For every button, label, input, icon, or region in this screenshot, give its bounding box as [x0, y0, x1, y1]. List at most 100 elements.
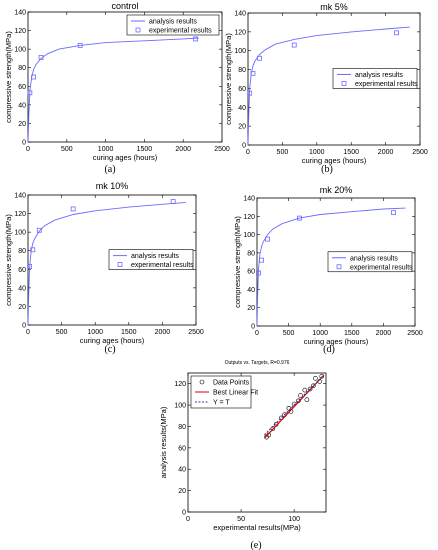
- x-tick-label: 1500: [137, 146, 153, 153]
- y-tick-label: 20: [178, 488, 186, 495]
- x-tick-label: 2000: [155, 329, 171, 336]
- x-tick-label: 1000: [309, 149, 325, 156]
- x-tick-label: 2000: [378, 149, 394, 156]
- y-tick-label: 140: [234, 11, 246, 18]
- y-tick-label: 80: [247, 250, 255, 257]
- data-point: [77, 43, 83, 48]
- x-axis-label: curing ages (hours): [304, 337, 369, 346]
- data-point: [291, 42, 297, 48]
- x-tick-label: 0: [246, 149, 250, 156]
- x-tick-label: 1500: [344, 330, 360, 337]
- data-point: [304, 397, 310, 403]
- legend-entry: experimental results: [131, 262, 194, 269]
- y-axis-label: analysis results(MPa): [159, 406, 168, 478]
- y-tick-label: 40: [178, 467, 186, 474]
- x-tick-label: 0: [26, 329, 30, 336]
- data-point: [286, 405, 292, 411]
- series-line-2: [263, 374, 325, 436]
- y-tick-label: 100: [14, 47, 26, 54]
- subfigure-label: (a): [104, 164, 115, 175]
- x-tick-label: 500: [277, 149, 289, 156]
- legend-entry: experimental results: [355, 81, 418, 88]
- y-tick-label: 60: [18, 84, 26, 91]
- legend-entry: experimental results: [350, 264, 413, 271]
- data-point: [30, 247, 36, 253]
- series-line-1: [263, 374, 325, 439]
- legend-entry: Y = T: [213, 400, 230, 407]
- x-tick-label: 500: [283, 330, 295, 337]
- data-point: [310, 383, 316, 389]
- y-tick-label: 80: [178, 424, 186, 431]
- x-tick-label: 2000: [376, 330, 392, 337]
- y-tick-label: 40: [238, 105, 246, 112]
- y-tick-label: 60: [247, 269, 255, 276]
- x-tick-label: 0: [26, 146, 30, 153]
- data-point: [27, 90, 33, 96]
- legend: analysis results experimental results: [327, 251, 413, 273]
- data-point: [193, 36, 199, 42]
- data-point: [313, 376, 318, 381]
- x-tick-label: 1000: [87, 329, 103, 336]
- x-tick-label: 2000: [175, 146, 191, 153]
- x-tick-label: 50: [237, 516, 245, 523]
- data-point: [256, 270, 261, 276]
- x-tick-label: 1500: [121, 329, 137, 336]
- x-axis-label: curing ages (hours): [93, 153, 158, 162]
- x-tick-label: 500: [61, 146, 73, 153]
- series-line-0: [247, 26, 410, 146]
- data-point: [257, 55, 262, 61]
- legend-entry: analysis results: [149, 19, 197, 26]
- series-line-0: [256, 207, 406, 327]
- legend-box: [108, 249, 194, 270]
- data-point: [38, 55, 44, 60]
- data-point: [307, 386, 313, 392]
- x-tick-label: 100: [288, 516, 300, 523]
- legend: analysis results experimental results: [108, 249, 194, 270]
- y-tick-label: 80: [18, 65, 26, 72]
- x-axis-label: experimental results(MPa): [213, 523, 301, 532]
- chart-title: control: [111, 1, 138, 11]
- y-tick-label: 20: [18, 121, 26, 128]
- series-line-0: [27, 37, 199, 143]
- y-axis-label: compressive strength(MPa): [4, 214, 13, 306]
- x-tick-label: 1000: [98, 146, 114, 153]
- y-tick-label: 0: [182, 510, 186, 517]
- legend-entry: analysis results: [355, 72, 403, 79]
- chart-title: mk 20%: [320, 185, 353, 195]
- y-tick-label: 120: [14, 28, 26, 35]
- y-tick-label: 20: [247, 305, 255, 312]
- x-tick-label: 1000: [312, 330, 328, 337]
- data-point: [302, 387, 308, 393]
- subfigure-label: (c): [104, 344, 115, 355]
- legend: Data Points Best Linear Fit Y = T: [190, 375, 258, 409]
- y-tick-label: 0: [242, 143, 246, 150]
- y-tick-label: 0: [251, 324, 255, 331]
- y-tick-label: 100: [174, 403, 186, 410]
- y-tick-label: 80: [238, 67, 246, 74]
- y-tick-label: 20: [238, 124, 246, 131]
- y-axis-label: compressive strength(MPa): [4, 31, 13, 123]
- chart-d: mk 20% 0 500 1000 1500 2000 2500 0 20 40 60 80 100 12…: [233, 185, 423, 355]
- legend-box: [126, 14, 220, 36]
- y-tick-label: 60: [18, 267, 26, 274]
- legend-box: [332, 68, 418, 89]
- legend-swatch: [135, 27, 141, 33]
- legend-swatch: [117, 262, 123, 268]
- subfigure-label: (b): [321, 164, 333, 175]
- legend-entry: analysis results: [350, 255, 398, 262]
- chart-e: Outputs vs. Targets, R=0.976 0 50 100 0 20 40 6…: [159, 360, 327, 550]
- y-tick-label: 120: [234, 29, 246, 36]
- legend: analysis results experimental results: [332, 68, 418, 89]
- legend-swatch: [341, 81, 347, 86]
- x-tick-label: 1500: [343, 149, 359, 156]
- data-point: [27, 264, 33, 269]
- y-tick-label: 120: [174, 381, 186, 388]
- legend-swatch: [199, 379, 205, 385]
- y-tick-label: 0: [22, 323, 26, 330]
- chart-title: mk 5%: [320, 2, 348, 12]
- series-line-0: [27, 201, 186, 326]
- y-tick-label: 60: [238, 86, 246, 93]
- subfigure-label: (e): [250, 540, 261, 550]
- legend-entry: analysis results: [131, 253, 179, 260]
